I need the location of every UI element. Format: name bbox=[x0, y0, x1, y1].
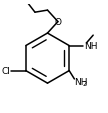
Text: O: O bbox=[55, 17, 62, 26]
Text: 2: 2 bbox=[82, 80, 87, 86]
Text: NH: NH bbox=[74, 77, 88, 86]
Text: Cl: Cl bbox=[1, 67, 10, 75]
Text: NH: NH bbox=[84, 41, 97, 50]
